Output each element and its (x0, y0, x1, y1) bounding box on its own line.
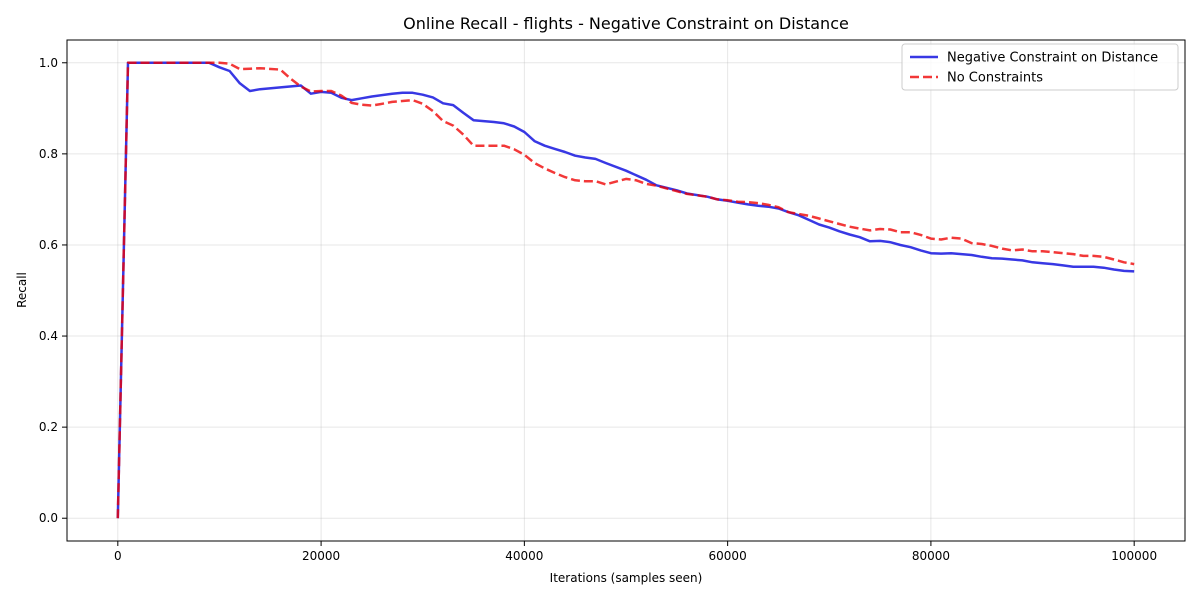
y-axis-label: Recall (15, 272, 29, 308)
y-tick-label: 0.8 (39, 147, 58, 161)
legend-label: No Constraints (947, 71, 1043, 86)
x-tick-label: 80000 (912, 549, 950, 563)
x-tick-label: 100000 (1111, 549, 1157, 563)
x-tick-label: 40000 (505, 549, 543, 563)
y-tick-label: 0.4 (39, 329, 58, 343)
x-axis-label: Iterations (samples seen) (550, 571, 703, 585)
plot-area-frame (66, 39, 1186, 542)
x-tick-label: 60000 (709, 549, 747, 563)
y-tick-label: 0.2 (39, 420, 58, 434)
legend-box (901, 43, 1179, 91)
y-tick-label: 1.0 (39, 56, 58, 70)
grid (67, 40, 1185, 541)
x-tick-label: 20000 (302, 549, 340, 563)
axis-ticks: 0 20000 40000 60000 80000 100000 0.0 0.2 0.4 0.6 0… (39, 56, 1157, 563)
x-tick-label: 0 (114, 549, 122, 563)
series-line-2 (116, 61, 1135, 519)
y-tick-label: 0.0 (39, 511, 58, 525)
legend-label: Negative Constraint on Distance (947, 51, 1158, 66)
chart-title: Online Recall - flights - Negative Const… (403, 14, 849, 33)
y-tick-label: 0.6 (39, 238, 58, 252)
legend: Negative Constraint on Distance No Constr… (901, 43, 1179, 91)
series-layer (116, 61, 1135, 519)
